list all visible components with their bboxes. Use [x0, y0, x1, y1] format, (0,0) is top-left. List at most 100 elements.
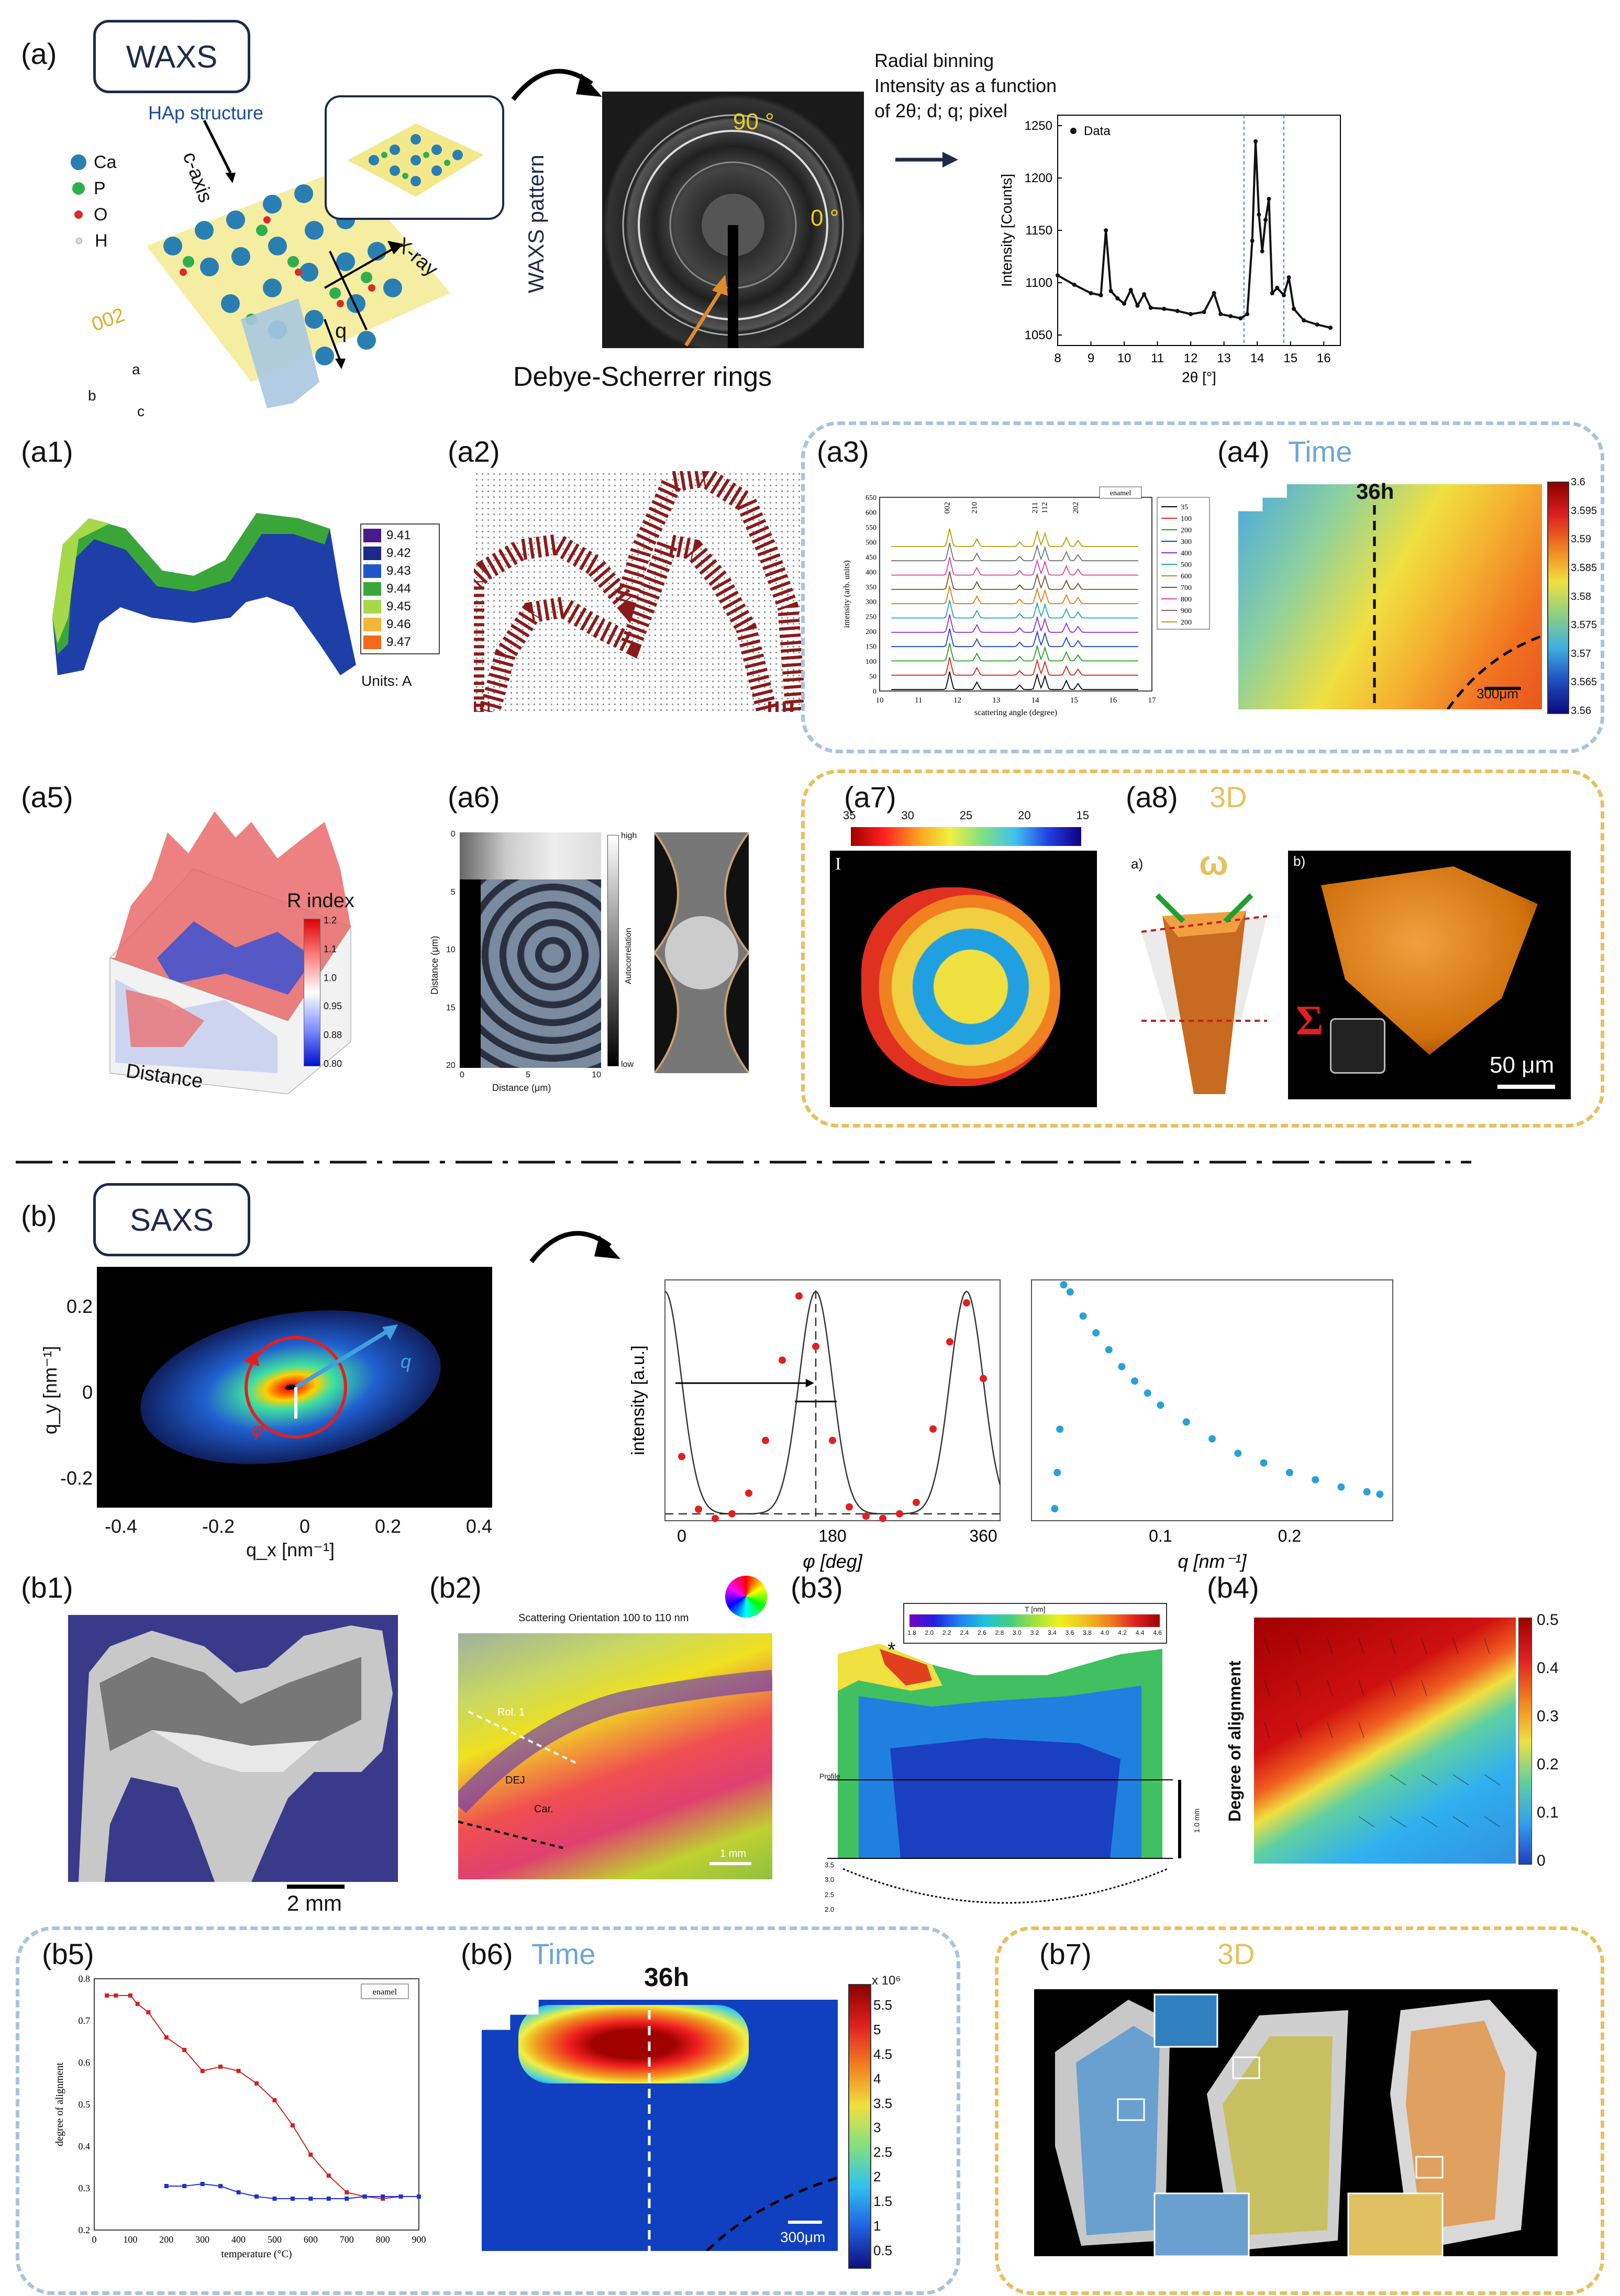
b1-image	[68, 1615, 398, 1882]
a3-ytick-label: 0	[873, 688, 876, 696]
b4-tick: 0.5	[1537, 1611, 1559, 1629]
b5-data-point	[182, 2048, 187, 2052]
b4-tick: 0.1	[1537, 1804, 1559, 1821]
b3-scale-label: 1.0 mm	[1192, 1808, 1201, 1833]
a3-series-line	[891, 557, 1138, 576]
b3-tick: 2.0	[925, 1629, 934, 1636]
waxs-xtick-label: 13	[1217, 351, 1231, 365]
waxs-data-point	[1315, 322, 1319, 327]
q-data-point	[1079, 1312, 1087, 1320]
b3-tick: 4.4	[1135, 1629, 1145, 1636]
b5-data-point	[381, 2194, 385, 2199]
b1-scale-bar	[287, 1885, 345, 1889]
b5-xtick-label: 900	[412, 2234, 426, 2245]
b2-scale-label: 1 mm	[720, 1848, 746, 1859]
b5-data-point	[218, 2184, 223, 2188]
a3-ytick-label: 600	[866, 509, 876, 517]
b5-label: (b5)	[42, 1937, 94, 1970]
a7-tick: 20	[1018, 809, 1031, 822]
b6-heatmap	[482, 2000, 838, 2251]
b5-xtick-label: 0	[92, 2234, 97, 2245]
waxs-data-point	[1238, 316, 1243, 320]
a3-legend-label: 800	[1181, 596, 1192, 604]
b2-label: (b2)	[429, 1571, 482, 1604]
q-data-point	[1066, 1288, 1074, 1296]
waxs-xtick-label: 9	[1088, 351, 1094, 365]
q-data-point	[1157, 1401, 1164, 1409]
q-data-point	[1376, 1490, 1384, 1498]
b5-data-point	[272, 2098, 277, 2102]
phi-data-point	[862, 1512, 870, 1520]
a3-xtick-label: 11	[915, 696, 922, 705]
b3-scale-bar	[1178, 1780, 1181, 1858]
q-intensity-chart: 0.1 0.2 q [nm⁻¹]	[1031, 1279, 1393, 1572]
waxs-data-point	[1250, 239, 1255, 243]
saxs-ytick: 0.2	[66, 1296, 93, 1317]
b5-data-point	[326, 2174, 331, 2178]
a3-xtick-label: 12	[953, 696, 961, 705]
waxs-data-point	[1286, 275, 1291, 280]
a6-schematic	[654, 832, 749, 1073]
a1-legend-4: 9.44	[386, 582, 411, 596]
axis-a-label: a	[132, 361, 140, 377]
b6-scale-label: 300μm	[780, 2229, 826, 2245]
b5-xtick-label: 600	[304, 2234, 318, 2245]
waxs-ytick-label: 1200	[1025, 171, 1052, 185]
b5-data-point	[146, 2010, 151, 2014]
b5-data-point	[345, 2197, 349, 2201]
waxs-data-point	[1175, 309, 1180, 313]
b6-cbar-exponent: x 10⁶	[872, 1974, 901, 1988]
saxs-ytick: -0.2	[60, 1467, 93, 1489]
a3-ylabel: intensity (arb. units)	[842, 560, 851, 628]
waxs-data-line	[1057, 141, 1331, 329]
a4-time-stamp: 36h	[1356, 479, 1394, 504]
b5-data-point	[135, 2002, 140, 2006]
q-data-point	[1208, 1435, 1216, 1443]
phi-data-point	[896, 1510, 903, 1518]
b3-tick: 3.8	[1083, 1629, 1092, 1636]
b3-tick: 2.6	[978, 1629, 986, 1636]
a3-series-line	[891, 571, 1138, 590]
a1-swatch-3	[363, 564, 381, 578]
a5-tick: 1.0	[324, 972, 337, 983]
a7-tick: 15	[1076, 809, 1089, 822]
waxs-xlabel: 2θ [°]	[1182, 369, 1216, 385]
a3-xlabel: scattering angle (degree)	[974, 708, 1057, 717]
phi-arrow-head	[805, 1379, 814, 1388]
a4-scale-bar-label: 300μm	[1477, 686, 1519, 701]
waxs-data-point	[1128, 288, 1133, 292]
waxs-intensity-chart: 8 9 10 11 12 13 14 15 16 1050 1100 1150 1200 1250 2θ […	[998, 115, 1341, 385]
phi-data-point	[812, 1343, 819, 1351]
b6-tick: 0.5	[873, 2242, 893, 2258]
a5-tick: 0.95	[324, 1001, 342, 1012]
waxs-data-point	[1108, 289, 1113, 293]
b6-label: (b6)	[461, 1937, 513, 1970]
waxs-data-point	[1089, 291, 1093, 295]
right-arrow-icon	[895, 152, 958, 168]
b3-cbar-title: T [nm]	[1025, 1605, 1046, 1613]
q-data-point	[1337, 1483, 1345, 1491]
a6-autocorrelation-map	[460, 832, 601, 1068]
b6-time-label: Time	[531, 1937, 596, 1970]
hap-inset	[325, 95, 504, 220]
hap-title: HAp structure	[148, 102, 264, 124]
a3-xtick-label: 10	[876, 696, 884, 705]
a8-label: (a8)	[1126, 781, 1178, 813]
b3-colorbar	[909, 1614, 1160, 1627]
b3-colorbar-box: T [nm] 1.8 2.0 2.2 2.4 2.6 2.8 3.0 3.2 3.4 3.6 3.8…	[903, 1603, 1167, 1644]
q-data-point	[1285, 1469, 1293, 1476]
a3-legend-label: 100	[1181, 515, 1192, 523]
saxs-ylabel: q_y [nm⁻¹]	[39, 1345, 61, 1434]
a1-swatch-4	[363, 582, 381, 596]
a4-label: (a4)	[1217, 435, 1270, 468]
angle-0-label: 0 °	[811, 205, 839, 231]
waxs-data-point	[1302, 318, 1306, 322]
a6-xtick: 0	[460, 1071, 464, 1079]
a6-xticks: 0 5 10	[460, 1071, 601, 1080]
waxs-data-point	[1267, 197, 1271, 201]
b5-xtick-label: 800	[376, 2234, 390, 2245]
saxs-xticks: -0.4 -0.2 0 0.2 0.4	[105, 1515, 492, 1537]
waxs-title-box: WAXS	[93, 20, 250, 93]
a3-peak-label: 002	[944, 502, 952, 514]
b5-data-point	[164, 2035, 169, 2039]
